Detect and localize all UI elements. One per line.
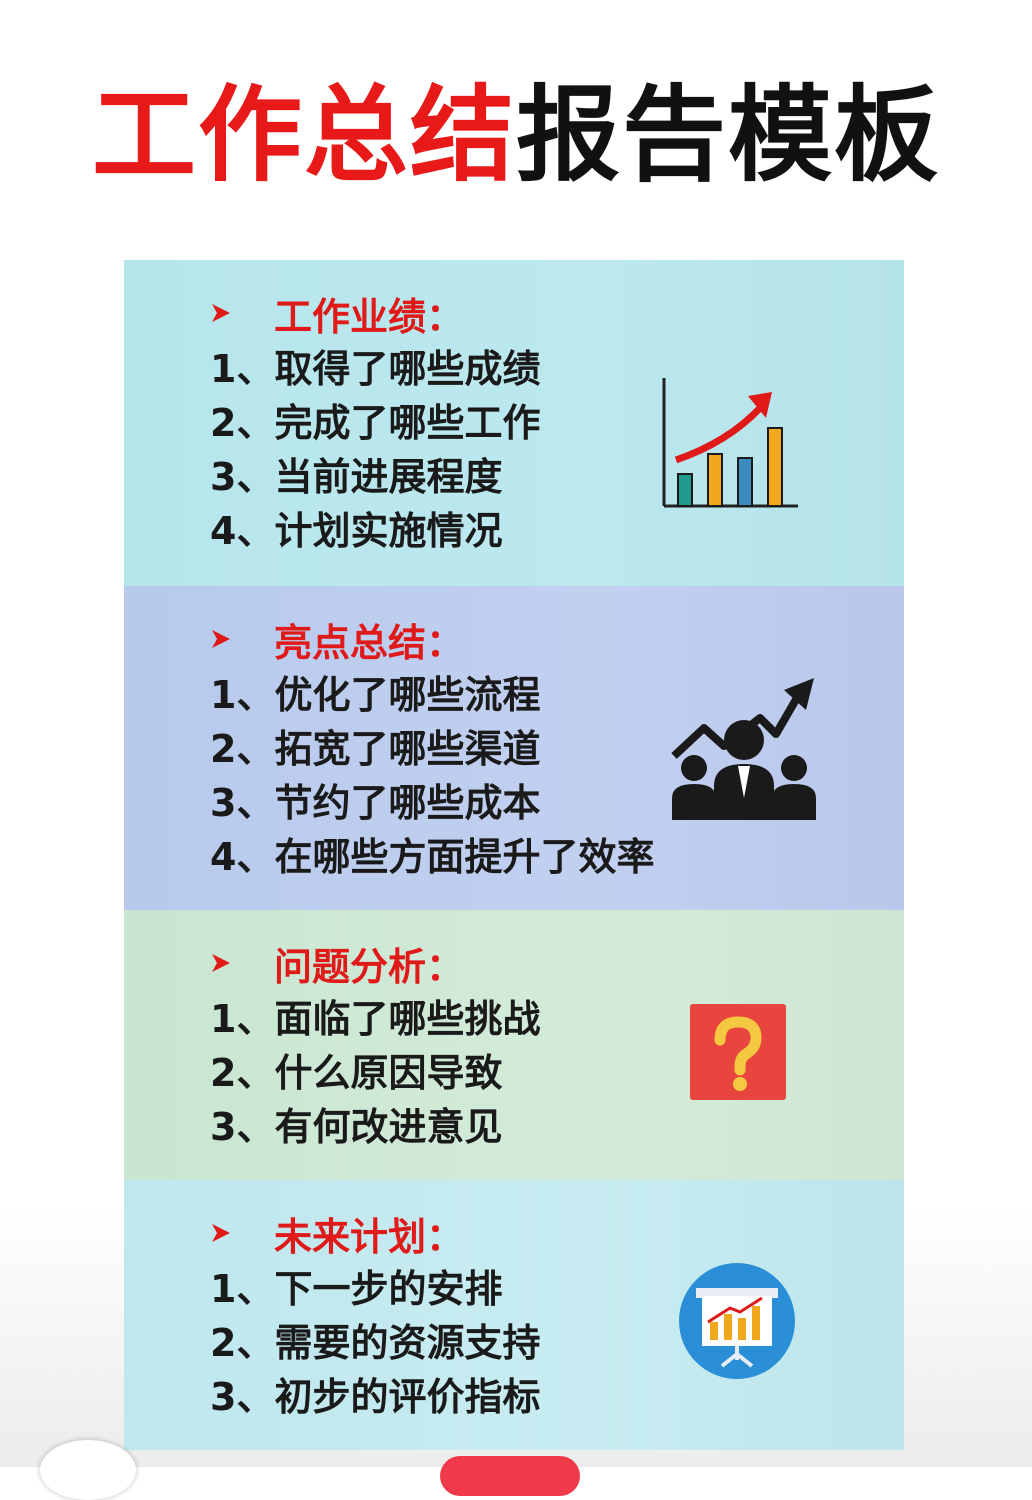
section-highlights: 亮点总结： 1、优化了哪些流程 2、拓宽了哪些渠道 3、节约了哪些成本 4、在哪… [124, 586, 904, 910]
list-item: 2、完成了哪些工作 [210, 401, 541, 445]
arrow-bullet-icon [212, 954, 230, 972]
section-heading-text: 问题分析： [274, 944, 465, 989]
section-work-performance: 工作业绩： 1、取得了哪些成绩 2、完成了哪些工作 3、当前进展程度 4、计划实… [124, 260, 904, 586]
item-list: 1、面临了哪些挑战 2、什么原因导致 3、有何改进意见 [210, 992, 540, 1154]
arrow-bullet-icon [212, 304, 230, 322]
arrow-bullet-icon [212, 630, 230, 648]
list-item: 1、下一步的安排 [210, 1267, 503, 1311]
team-growth-icon [671, 678, 816, 820]
list-item: 1、取得了哪些成绩 [210, 347, 541, 391]
list-item: 2、拓宽了哪些渠道 [210, 727, 541, 771]
list-item: 3、有何改进意见 [210, 1105, 503, 1149]
question-mark-icon [690, 1004, 786, 1100]
item-list: 1、下一步的安排 2、需要的资源支持 3、初步的评价指标 [210, 1262, 540, 1424]
title-black-part: 报告模板 [516, 74, 941, 196]
list-item: 4、在哪些方面提升了效率 [210, 835, 655, 879]
bottom-avatar-button[interactable] [40, 1440, 136, 1500]
item-list: 1、取得了哪些成绩 2、完成了哪些工作 3、当前进展程度 4、计划实施情况 [210, 342, 540, 558]
page-title: 工作总结报告模板 [0, 70, 1032, 200]
bottom-action-button[interactable] [440, 1456, 580, 1496]
section-heading: 问题分析： [210, 938, 465, 989]
list-item: 2、需要的资源支持 [210, 1321, 541, 1365]
list-item: 3、初步的评价指标 [210, 1375, 541, 1419]
bar-chart-up-arrow-icon [662, 378, 798, 508]
section-heading-text: 亮点总结： [274, 620, 465, 665]
list-item: 4、计划实施情况 [210, 509, 503, 553]
section-heading-text: 工作业绩： [274, 294, 465, 339]
section-heading-text: 未来计划： [274, 1214, 465, 1259]
list-item: 1、优化了哪些流程 [210, 673, 541, 717]
section-heading: 工作业绩： [210, 288, 465, 339]
presentation-board-icon [679, 1263, 795, 1379]
section-heading: 亮点总结： [210, 614, 465, 665]
item-list: 1、优化了哪些流程 2、拓宽了哪些渠道 3、节约了哪些成本 4、在哪些方面提升了… [210, 668, 654, 884]
list-item: 3、节约了哪些成本 [210, 781, 541, 825]
section-future-plan: 未来计划： 1、下一步的安排 2、需要的资源支持 3、初步的评价指标 [124, 1180, 904, 1450]
arrow-bullet-icon [212, 1224, 230, 1242]
list-item: 3、当前进展程度 [210, 455, 503, 499]
list-item: 2、什么原因导致 [210, 1051, 503, 1095]
list-item: 1、面临了哪些挑战 [210, 997, 541, 1041]
title-red-part: 工作总结 [91, 74, 516, 196]
section-heading: 未来计划： [210, 1208, 465, 1259]
section-problem-analysis: 问题分析： 1、面临了哪些挑战 2、什么原因导致 3、有何改进意见 [124, 910, 904, 1180]
